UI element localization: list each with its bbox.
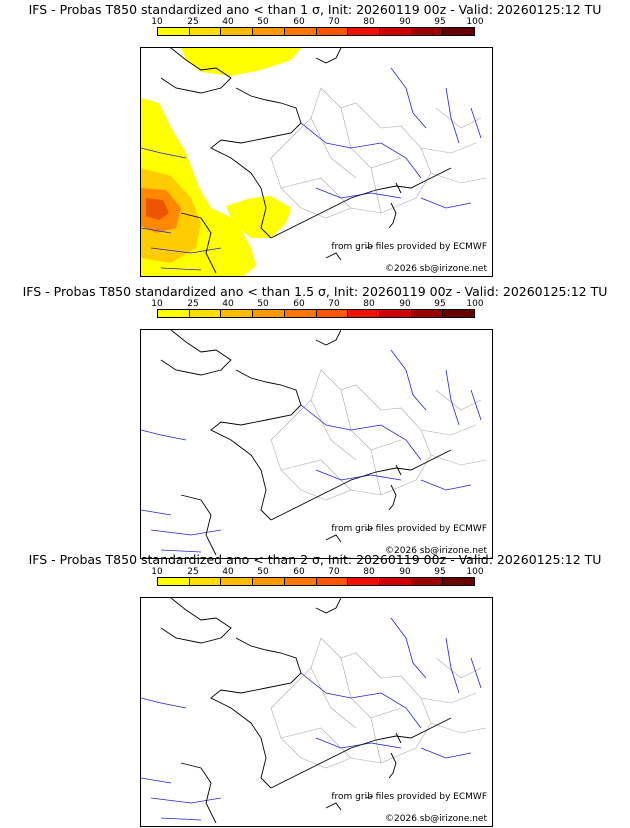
tick-label: 100 (466, 567, 484, 577)
copyright-notice: ©2026 sb@irizone.net (385, 546, 487, 556)
colorbar-swatch (348, 28, 380, 35)
colorbar-swatch (348, 578, 380, 585)
tick-label: 80 (363, 299, 375, 309)
map-frame: from grib files provided by ECMWF ©2026 … (140, 329, 493, 559)
coastline (160, 48, 452, 274)
colorbar-swatch (189, 28, 222, 35)
coastline (160, 330, 452, 556)
tick-label: 40 (222, 299, 234, 309)
colorbar-swatch (316, 28, 349, 35)
map-svg (141, 48, 487, 276)
colorbar-swatch (189, 310, 222, 317)
borders (270, 87, 487, 219)
tick-label: 70 (328, 299, 340, 309)
tick-label: 10 (151, 299, 163, 309)
tick-label: 80 (363, 567, 375, 577)
colorbar-swatch (253, 310, 285, 317)
colorbar-swatch (253, 578, 285, 585)
tick-label: 10 (151, 17, 163, 27)
colorbar-swatch (411, 578, 444, 585)
borders (270, 369, 487, 501)
probability-colorbar (157, 27, 475, 36)
rivers (141, 617, 482, 821)
colorbar-swatch (221, 578, 254, 585)
tick-label: 95 (434, 299, 446, 309)
data-source-credit: from grib files provided by ECMWF (331, 524, 487, 534)
prob-area-north (181, 48, 301, 76)
colorbar-swatch (158, 578, 190, 585)
tick-label: 90 (399, 299, 411, 309)
colorbar-swatch (221, 310, 254, 317)
prob-area-top (146, 198, 169, 220)
tick-label: 60 (293, 567, 305, 577)
tick-label: 50 (257, 17, 269, 27)
tick-label: 70 (328, 567, 340, 577)
colorbar-labels: 10 25 40 50 60 70 80 90 95 100 (151, 567, 485, 578)
borders (270, 637, 487, 769)
colorbar-swatch (443, 28, 475, 35)
colorbar-labels: 10 25 40 50 60 70 80 90 95 100 (151, 17, 485, 28)
colorbar-swatch (284, 28, 317, 35)
tick-label: 60 (293, 299, 305, 309)
copyright-notice: ©2026 sb@irizone.net (385, 264, 487, 274)
colorbar-swatch (253, 28, 285, 35)
tick-label: 95 (434, 17, 446, 27)
colorbar-swatch (316, 578, 349, 585)
colorbar-swatch (379, 28, 412, 35)
forecast-panel-2sigma: IFS - Probas T850 standardized ano < tha… (0, 550, 630, 827)
panel-title: IFS - Probas T850 standardized ano < tha… (28, 552, 602, 567)
data-source-credit: from grib files provided by ECMWF (331, 792, 487, 802)
rivers (141, 349, 482, 553)
probability-colorbar (157, 309, 475, 318)
probability-field (141, 48, 301, 276)
colorbar-swatch (411, 310, 444, 317)
colorbar-swatch (189, 578, 222, 585)
colorbar-swatch (379, 310, 412, 317)
tick-label: 50 (257, 567, 269, 577)
forecast-panel-1-5sigma: IFS - Probas T850 standardized ano < tha… (0, 282, 630, 559)
rivers (141, 67, 482, 271)
tick-label: 100 (466, 17, 484, 27)
tick-label: 25 (187, 17, 199, 27)
colorbar-labels: 10 25 40 50 60 70 80 90 95 100 (151, 299, 485, 310)
colorbar-swatch (443, 310, 475, 317)
coastline (160, 598, 452, 824)
probability-colorbar (157, 577, 475, 586)
map-frame: from grib files provided by ECMWF ©2026 … (140, 47, 493, 277)
tick-label: 40 (222, 17, 234, 27)
panel-title: IFS - Probas T850 standardized ano < tha… (28, 2, 602, 17)
colorbar-swatch (411, 28, 444, 35)
tick-label: 70 (328, 17, 340, 27)
colorbar-swatch (379, 578, 412, 585)
tick-label: 50 (257, 299, 269, 309)
tick-label: 25 (187, 567, 199, 577)
map-frame: from grib files provided by ECMWF ©2026 … (140, 597, 493, 827)
panel-title: IFS - Probas T850 standardized ano < tha… (22, 284, 608, 299)
prob-area-south (226, 196, 291, 238)
tick-label: 95 (434, 567, 446, 577)
colorbar-swatch (284, 310, 317, 317)
colorbar-swatch (158, 28, 190, 35)
tick-label: 100 (466, 299, 484, 309)
tick-label: 25 (187, 299, 199, 309)
tick-label: 60 (293, 17, 305, 27)
tick-label: 40 (222, 567, 234, 577)
map-svg (141, 598, 487, 824)
colorbar-swatch (284, 578, 317, 585)
colorbar-swatch (443, 578, 475, 585)
tick-label: 90 (399, 17, 411, 27)
colorbar-swatch (158, 310, 190, 317)
colorbar-swatch (221, 28, 254, 35)
map-svg (141, 330, 487, 556)
data-source-credit: from grib files provided by ECMWF (331, 242, 487, 252)
tick-label: 90 (399, 567, 411, 577)
forecast-panel-1sigma: IFS - Probas T850 standardized ano < tha… (0, 0, 630, 277)
tick-label: 10 (151, 567, 163, 577)
colorbar-swatch (348, 310, 380, 317)
copyright-notice: ©2026 sb@irizone.net (385, 814, 487, 824)
colorbar-swatch (316, 310, 349, 317)
tick-label: 80 (363, 17, 375, 27)
